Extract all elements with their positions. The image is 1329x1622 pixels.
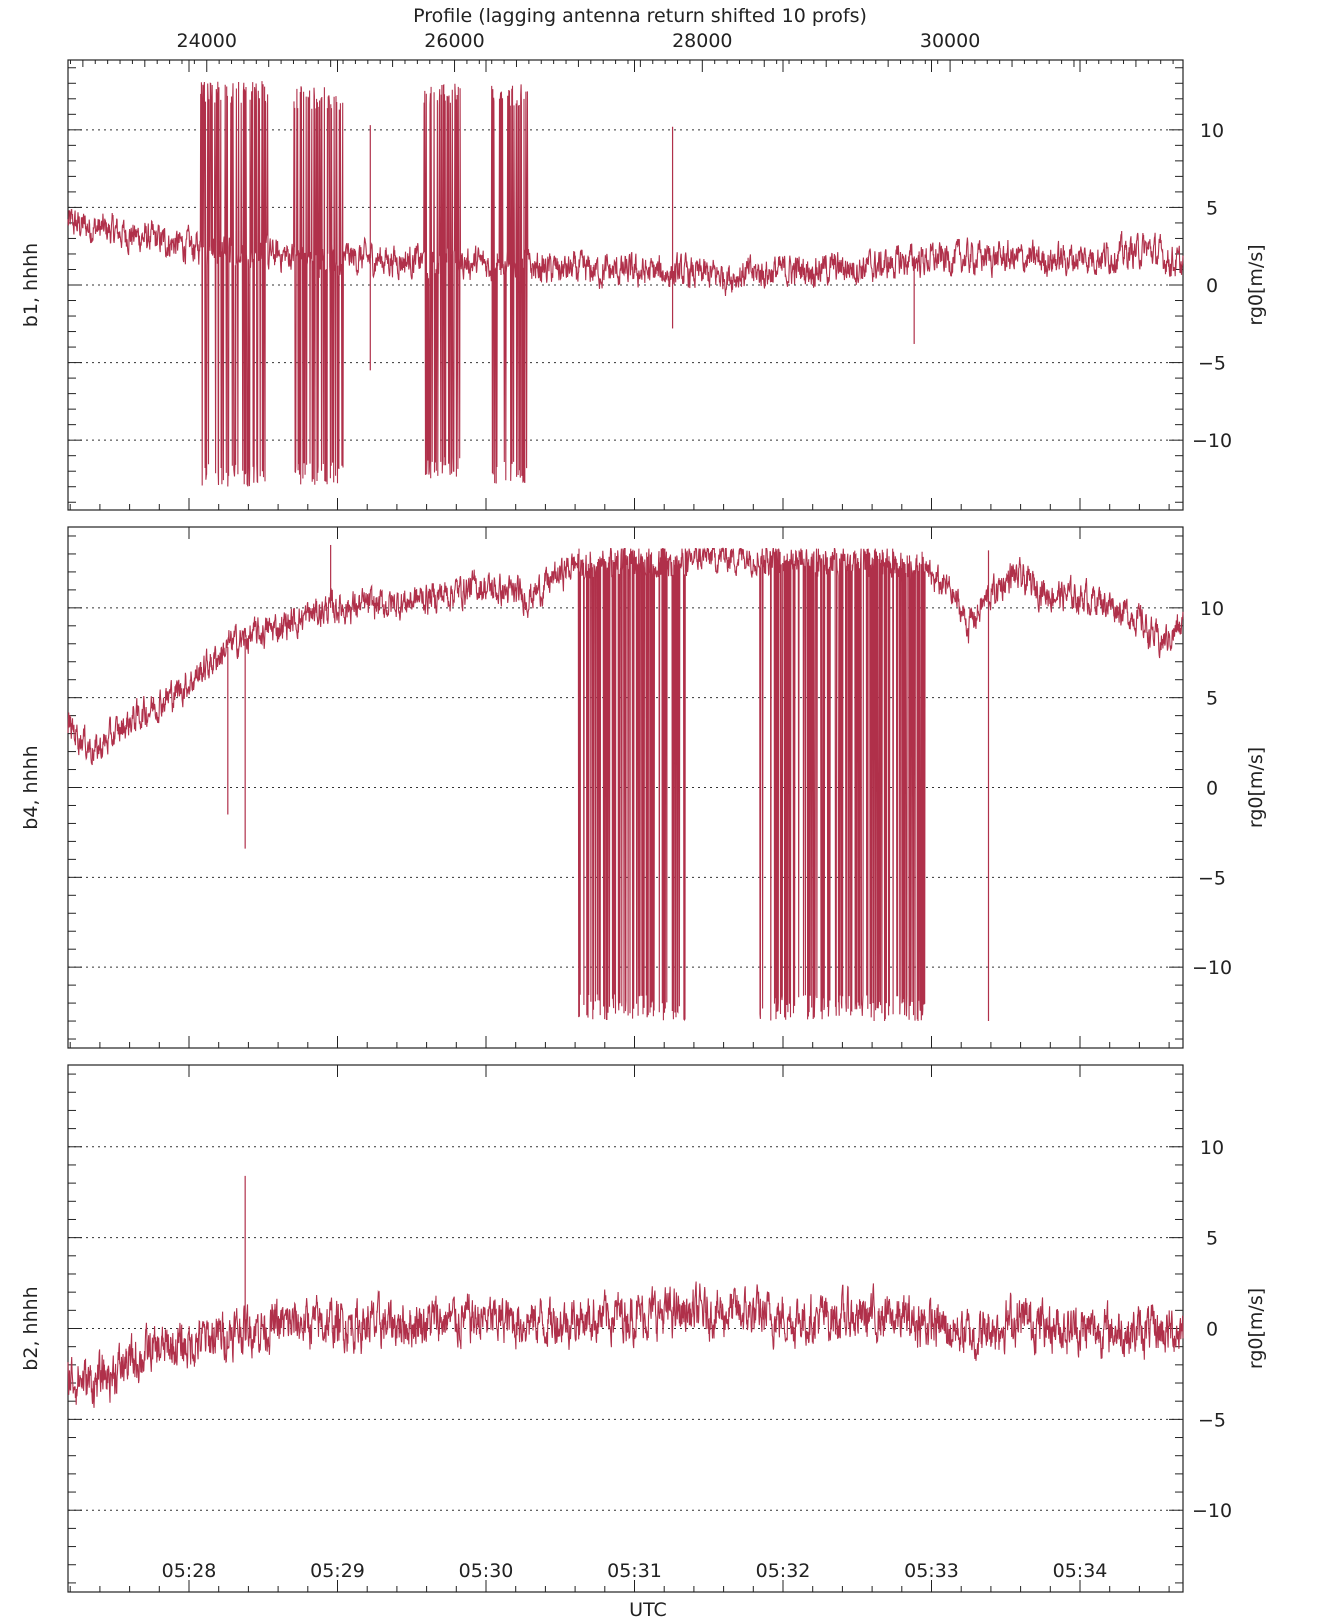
top-tick-label: 28000 (672, 30, 732, 52)
y-tick-label: 0 (1206, 1319, 1218, 1341)
panel-label: b1, hhhh (20, 243, 42, 327)
x-tick-label: 05:34 (1053, 1560, 1108, 1582)
x-tick-label: 05:29 (310, 1560, 365, 1582)
series-line (67, 546, 1184, 1022)
y-tick-label: −10 (1192, 1500, 1232, 1522)
y-tick-label: −10 (1192, 957, 1232, 979)
series-line (67, 81, 1184, 487)
panel-label: b2, hhhh (20, 1286, 42, 1370)
x-tick-label: 05:33 (904, 1560, 959, 1582)
panel-ylabel: rg0[m/s] (1245, 1288, 1267, 1369)
top-tick-label: 30000 (920, 30, 980, 52)
top-tick-label: 24000 (177, 30, 237, 52)
y-tick-label: −10 (1192, 430, 1232, 452)
series-line (67, 1281, 1184, 1408)
x-tick-label: 05:28 (162, 1560, 217, 1582)
y-tick-label: −5 (1198, 1409, 1226, 1431)
y-tick-label: 10 (1200, 1137, 1224, 1159)
y-tick-label: 10 (1200, 598, 1224, 620)
y-tick-label: −5 (1198, 353, 1226, 375)
y-tick-label: 0 (1206, 275, 1218, 297)
x-tick-label: 05:32 (756, 1560, 811, 1582)
panel-ylabel: rg0[m/s] (1245, 747, 1267, 828)
panel-label: b4, hhhh (20, 745, 42, 829)
top-tick-label: 26000 (424, 30, 484, 52)
panel-ylabel: rg0[m/s] (1245, 244, 1267, 325)
bottom-axis-title: UTC (629, 1599, 667, 1621)
top-axis-title: Profile (lagging antenna return shifted … (413, 5, 867, 27)
plot-layer: 24000 26000 28000 30000 −10 −5 0 5 10 b1, hhhh rg0… (20, 30, 1267, 1593)
y-tick-label: −5 (1198, 867, 1226, 889)
x-tick-label: 05:30 (459, 1560, 514, 1582)
y-tick-label: 0 (1206, 778, 1218, 800)
y-tick-label: 5 (1206, 1228, 1218, 1250)
x-tick-label: 05:31 (607, 1560, 662, 1582)
y-tick-label: 5 (1206, 688, 1218, 710)
y-tick-label: 5 (1206, 197, 1218, 219)
y-tick-label: 10 (1200, 120, 1224, 142)
